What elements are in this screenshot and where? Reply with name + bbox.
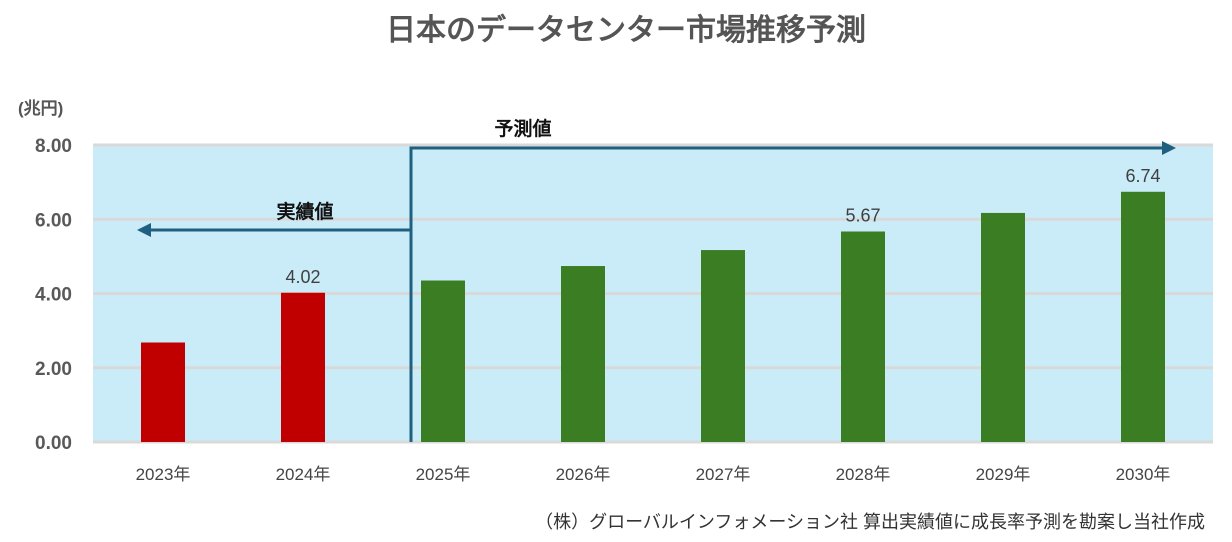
x-tick-label: 2023年	[136, 465, 191, 484]
forecast-label: 予測値	[494, 117, 551, 140]
data-label: 6.74	[1125, 166, 1160, 186]
x-tick-label: 2027年	[696, 465, 751, 484]
bar-2026年	[561, 266, 605, 442]
chart-title: 日本のデータセンター市場推移予測	[386, 13, 866, 47]
bar-2029年	[981, 212, 1025, 442]
bar-2030年	[1121, 191, 1165, 442]
source-note: （株）グローバルインフォメーション社 算出実績値に成長率予測を勘案し当社作成	[535, 512, 1205, 532]
actual-label: 実績値	[276, 200, 333, 223]
x-tick-label: 2025年	[416, 465, 471, 484]
x-tick-label: 2028年	[836, 465, 891, 484]
x-tick-label: 2029年	[976, 465, 1031, 484]
data-label: 4.02	[285, 267, 320, 287]
data-label: 5.67	[845, 206, 880, 226]
y-tick-label: 8.00	[35, 136, 72, 157]
bar-2028年	[841, 231, 885, 442]
bar-2024年	[281, 292, 325, 442]
x-tick-label: 2024年	[276, 465, 331, 484]
forecast-arrow-line	[409, 146, 1165, 442]
y-axis-unit: (兆円)	[18, 99, 63, 118]
y-tick-label: 2.00	[35, 359, 72, 380]
bar-2023年	[141, 342, 185, 442]
bar-2027年	[701, 250, 745, 442]
x-tick-label: 2030年	[1116, 465, 1171, 484]
y-tick-label: 0.00	[35, 433, 72, 454]
actual-arrowhead-icon	[137, 223, 151, 237]
x-tick-label: 2026年	[556, 465, 611, 484]
bar-2025年	[421, 280, 465, 442]
forecast-arrowhead-icon	[1162, 141, 1176, 155]
y-tick-label: 6.00	[35, 210, 72, 231]
y-tick-label: 4.00	[35, 285, 72, 306]
